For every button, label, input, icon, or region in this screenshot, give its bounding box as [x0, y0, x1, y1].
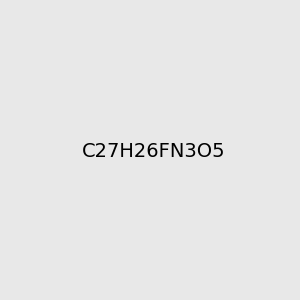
- Text: C27H26FN3O5: C27H26FN3O5: [82, 142, 226, 161]
